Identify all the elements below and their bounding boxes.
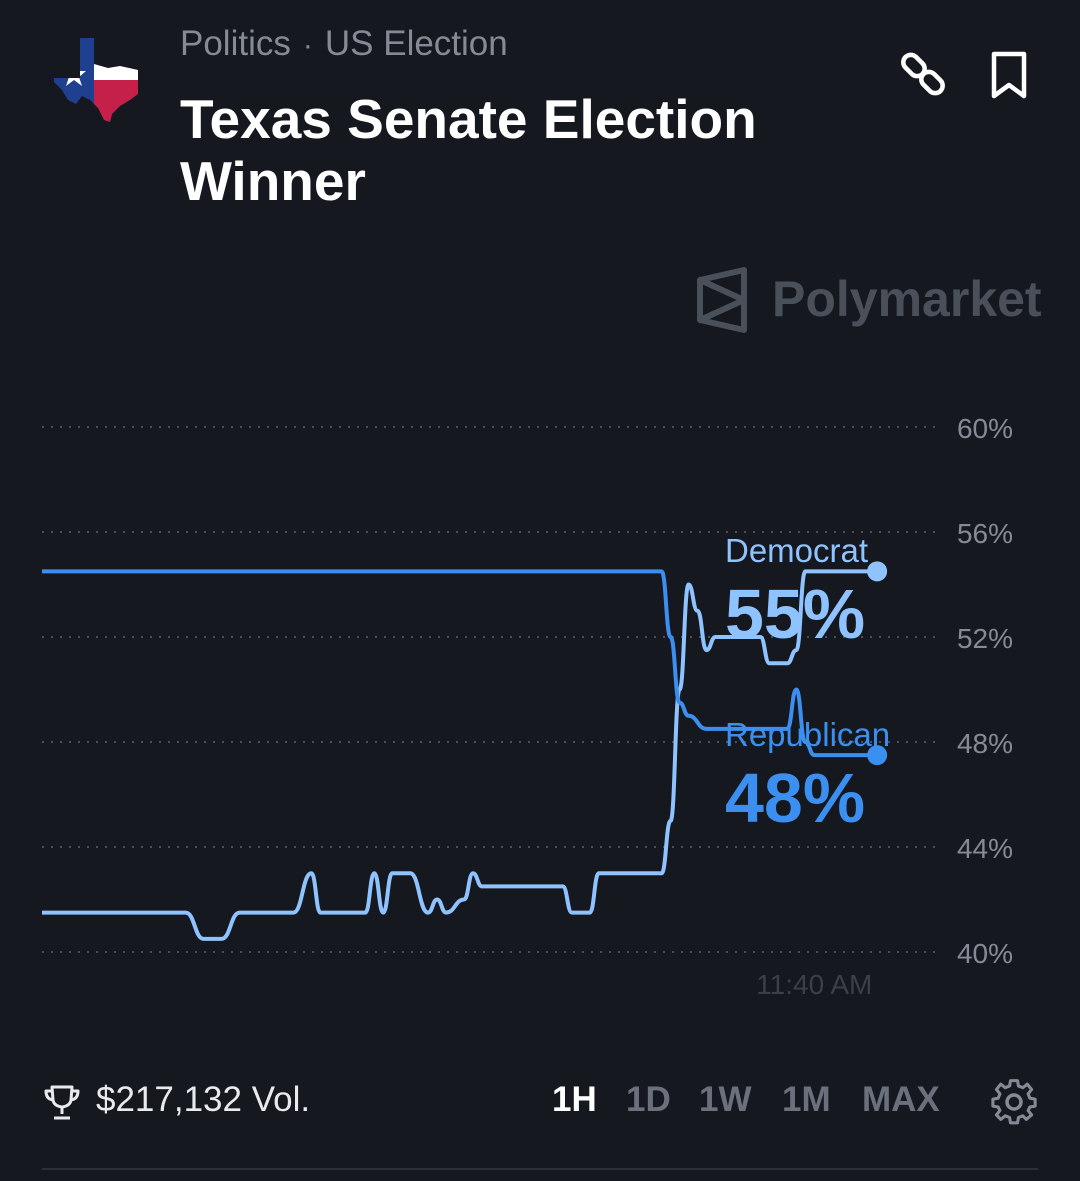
breadcrumb-category[interactable]: Politics — [180, 24, 291, 63]
range-max-button[interactable]: MAX — [862, 1080, 940, 1119]
y-tick-label: 40% — [957, 938, 1013, 969]
watermark-brand: Polymarket — [772, 271, 1042, 327]
texas-flag-map-icon — [54, 38, 138, 122]
series-name-label: Democrat — [725, 532, 868, 569]
footer-divider — [42, 1168, 1038, 1170]
page-title: Texas Senate Election Winner — [180, 88, 757, 212]
range-1d-button[interactable]: 1D — [626, 1080, 671, 1119]
series-value-label: 55% — [725, 575, 865, 653]
gear-icon[interactable] — [990, 1078, 1038, 1126]
range-1w-button[interactable]: 1W — [699, 1080, 752, 1119]
y-tick-label: 48% — [957, 728, 1013, 759]
chart-labels: 60% 56% 52% 48% 44% 40% 11:40 AM Democrat 55% Rep… — [725, 413, 1013, 1000]
y-tick-label: 52% — [957, 623, 1013, 654]
series-end-point — [867, 561, 888, 582]
chart-grid — [42, 426, 940, 953]
y-tick-label: 60% — [957, 413, 1013, 444]
series-end-point — [867, 745, 888, 766]
breadcrumb-separator: · — [302, 29, 313, 62]
series-value-label: 48% — [725, 759, 865, 837]
chart-footer: $217,132 Vol. 1H 1D 1W 1M MAX — [0, 1070, 1080, 1140]
trophy-icon — [44, 1085, 80, 1120]
series-name-label: Republican — [725, 716, 890, 753]
x-tick-label: 11:40 AM — [756, 969, 872, 1000]
series-line-democrat — [42, 569, 878, 941]
chart-lines — [42, 561, 888, 941]
y-tick-label: 44% — [957, 833, 1013, 864]
series-line-republican — [42, 569, 878, 758]
polymarket-logo-icon — [697, 267, 747, 333]
bookmark-icon[interactable] — [979, 44, 1039, 104]
link-icon[interactable] — [893, 44, 953, 104]
range-1m-button[interactable]: 1M — [782, 1080, 831, 1119]
volume-text: $217,132 Vol. — [96, 1080, 311, 1119]
breadcrumb: Politics · US Election — [180, 24, 508, 64]
price-chart: 60% 56% 52% 48% 44% 40% 11:40 AM Democrat 55% Rep… — [42, 413, 1013, 1000]
breadcrumb-subcategory[interactable]: US Election — [324, 24, 508, 63]
y-tick-label: 56% — [957, 518, 1013, 549]
range-1h-button[interactable]: 1H — [552, 1080, 597, 1119]
polymarket-watermark: Polymarket — [692, 262, 1052, 342]
